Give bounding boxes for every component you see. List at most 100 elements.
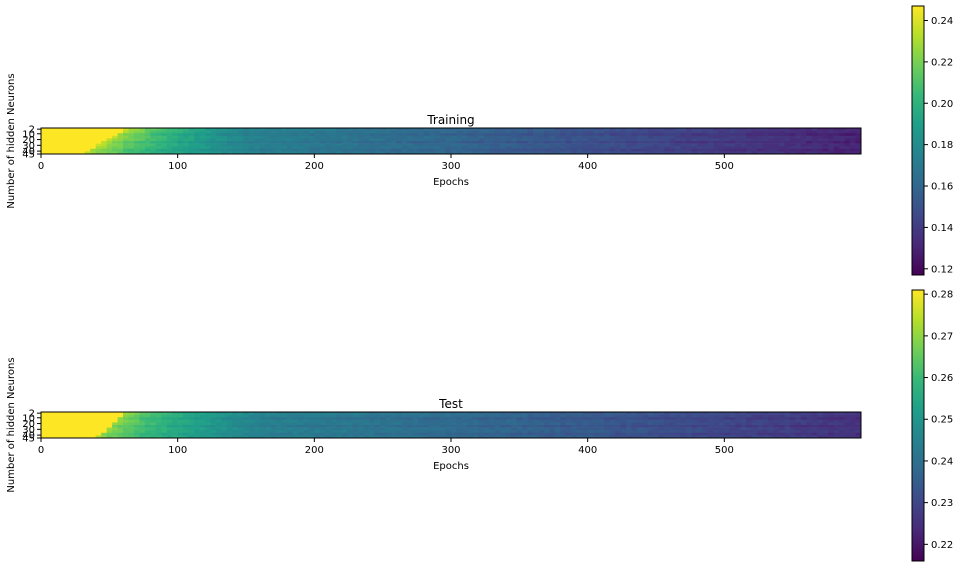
heatmap-cell: [779, 135, 785, 139]
heatmap-cell: [735, 146, 742, 150]
heatmap-cell: [128, 430, 135, 434]
heatmap-cell: [735, 130, 742, 134]
heatmap-cell: [522, 141, 528, 144]
heatmap-cell: [593, 148, 599, 152]
heatmap-cell: [456, 148, 463, 152]
heatmap-cell: [308, 133, 315, 137]
heatmap-cell: [784, 427, 791, 431]
heatmap-cell: [489, 130, 496, 134]
heatmap-cell: [254, 148, 261, 152]
heatmap-cell: [822, 133, 829, 137]
heatmap-cell: [281, 419, 288, 423]
heatmap-cell: [385, 435, 392, 439]
heatmap-cell: [215, 151, 222, 155]
heatmap-cell: [653, 138, 660, 142]
heatmap-cell: [418, 130, 425, 134]
heatmap-cell: [751, 412, 758, 415]
heatmap-cell: [117, 141, 124, 144]
heatmap-cell: [123, 133, 129, 137]
heatmap-cell: [511, 128, 517, 131]
heatmap-cell: [358, 435, 364, 439]
heatmap-cell: [762, 151, 769, 155]
heatmap-cell: [101, 432, 107, 436]
heatmap-cell: [41, 427, 47, 431]
heatmap-cell: [358, 430, 364, 434]
heatmap-cell: [374, 422, 381, 426]
heatmap-cell: [128, 419, 135, 423]
heatmap-cell: [560, 133, 567, 137]
heatmap-cell: [833, 135, 840, 139]
heatmap-cell: [451, 432, 457, 436]
heatmap-cell: [412, 425, 419, 428]
heatmap-cell: [658, 425, 665, 428]
heatmap-cell: [779, 435, 785, 439]
heatmap-cell: [828, 151, 835, 155]
heatmap-cell: [117, 430, 124, 434]
heatmap-cell: [407, 414, 414, 418]
heatmap-cell: [150, 148, 157, 152]
heatmap-cell: [62, 148, 69, 152]
heatmap-cell: [41, 412, 47, 415]
heatmap-cell: [631, 430, 638, 434]
heatmap-cell: [478, 138, 485, 142]
heatmap-cell: [757, 141, 763, 144]
heatmap-cell: [177, 414, 184, 418]
heatmap-cell: [522, 414, 528, 418]
heatmap-cell: [73, 422, 80, 426]
heatmap-cell: [423, 427, 430, 431]
heatmap-cell: [697, 138, 703, 142]
heatmap-cell: [740, 435, 747, 439]
heatmap-cell: [336, 419, 343, 423]
heatmap-cell: [401, 412, 408, 415]
heatmap-cell: [112, 432, 118, 436]
heatmap-cell: [483, 414, 490, 418]
heatmap-cell: [412, 430, 419, 434]
heatmap-cell: [751, 138, 758, 142]
heatmap-cell: [724, 148, 731, 152]
heatmap-cell: [811, 430, 818, 434]
heatmap-cell: [489, 425, 496, 428]
heatmap-cell: [133, 128, 140, 131]
heatmap-cell: [314, 432, 321, 436]
heatmap-cell: [172, 130, 179, 134]
heatmap-cell: [669, 430, 676, 434]
heatmap-cell: [374, 427, 381, 431]
heatmap-cell: [215, 419, 222, 423]
heatmap-cell: [729, 425, 736, 428]
heatmap-cell: [276, 419, 282, 423]
heatmap-cell: [440, 417, 446, 421]
heatmap-cell: [210, 143, 217, 147]
heatmap-cell: [396, 432, 403, 436]
heatmap-cell: [347, 425, 353, 428]
heatmap-cell: [527, 128, 534, 131]
heatmap-cell: [653, 432, 660, 436]
heatmap-cell: [538, 432, 545, 436]
heatmap-cell: [806, 138, 813, 142]
heatmap-cell: [625, 148, 632, 152]
heatmap-cell: [653, 435, 660, 439]
heatmap-cell: [210, 422, 217, 426]
heatmap-cell: [800, 135, 807, 139]
heatmap-cell: [46, 417, 53, 421]
heatmap-cell: [620, 148, 627, 152]
heatmap-cell: [800, 425, 807, 428]
heatmap-cell: [456, 151, 463, 155]
heatmap-cell: [407, 425, 414, 428]
heatmap-cell: [79, 143, 86, 147]
heatmap-cell: [314, 143, 321, 147]
heatmap-cell: [494, 128, 501, 131]
heatmap-cell: [713, 128, 720, 131]
heatmap-cell: [478, 141, 485, 144]
heatmap-cell: [811, 146, 818, 150]
heatmap-cell: [369, 435, 375, 439]
heatmap-cell: [768, 432, 774, 436]
heatmap-cell: [686, 422, 692, 426]
heatmap-cell: [571, 128, 578, 131]
heatmap-cell: [483, 135, 490, 139]
heatmap-cell: [369, 430, 375, 434]
heatmap-cell: [549, 432, 556, 436]
heatmap-cell: [461, 414, 468, 418]
heatmap-cell: [609, 412, 616, 415]
heatmap-cell: [615, 427, 621, 431]
